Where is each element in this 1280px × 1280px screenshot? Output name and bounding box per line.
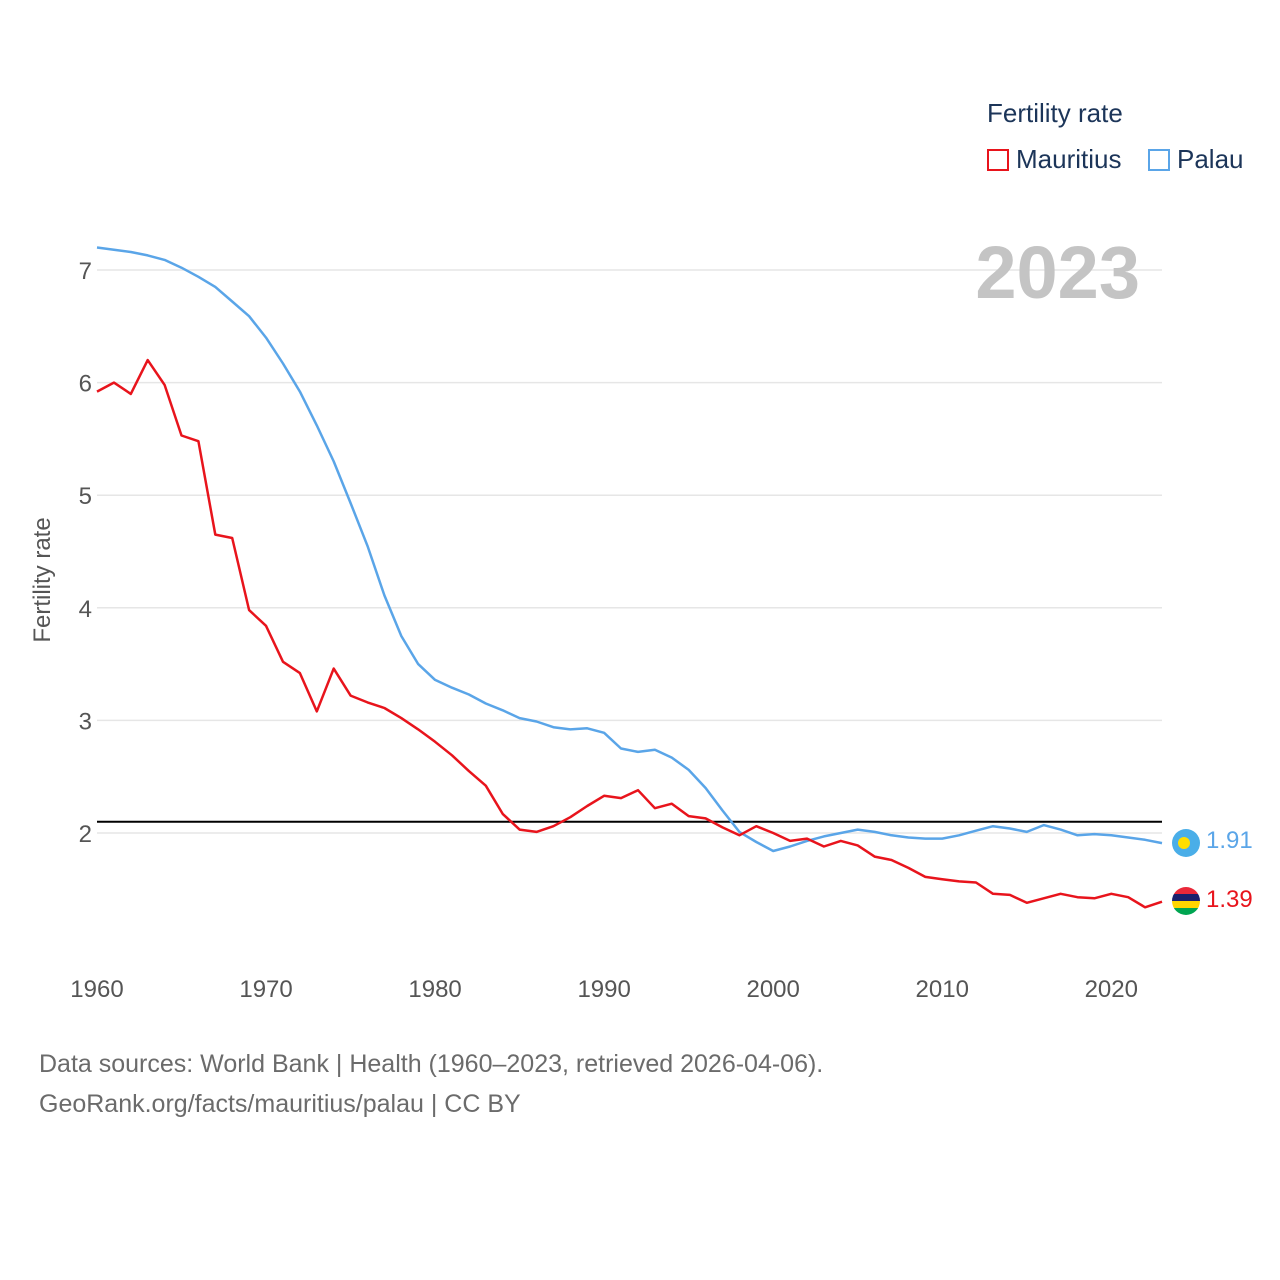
legend-label-palau: Palau xyxy=(1177,144,1244,174)
footer-attribution[interactable]: GeoRank.org/facts/mauritius/palau | CC B… xyxy=(39,1090,521,1118)
footer: Data sources: World Bank | Health (1960–… xyxy=(39,1044,823,1124)
y-axis: 2 3 4 5 6 7 xyxy=(79,258,92,848)
grid-lines xyxy=(97,269,1162,834)
y-tick-label: 4 xyxy=(79,596,92,623)
y-tick-label: 3 xyxy=(79,708,92,735)
palau-end-value: 1.91 xyxy=(1206,827,1253,854)
x-tick-label: 2020 xyxy=(1085,976,1138,1003)
series-line-mauritius[interactable] xyxy=(96,358,1163,909)
line-chart: 2 3 4 5 6 7 1960 1970 1980 1990 2000 2010 2020 2023… xyxy=(29,231,1253,1003)
y-tick-label: 7 xyxy=(79,258,92,285)
legend-item-palau[interactable]: Palau xyxy=(1148,144,1244,175)
legend-swatch-palau xyxy=(1148,148,1170,171)
legend-item-mauritius[interactable]: Mauritius xyxy=(987,144,1121,175)
legend-title: Fertility rate xyxy=(987,98,1123,128)
x-tick-label: 1980 xyxy=(408,976,461,1003)
x-tick-label: 1990 xyxy=(577,976,630,1003)
y-tick-label: 6 xyxy=(79,371,92,398)
x-axis: 1960 1970 1980 1990 2000 2010 2020 xyxy=(70,976,1138,1003)
footer-sources: Data sources: World Bank | Health (1960–… xyxy=(39,1050,824,1078)
mauritius-flag-icon xyxy=(1172,887,1200,915)
y-tick-label: 5 xyxy=(79,483,92,510)
year-label: 2023 xyxy=(975,231,1140,314)
legend: Fertility rate Mauritius Palau xyxy=(987,98,1244,174)
x-tick-label: 1970 xyxy=(239,976,292,1003)
series-line-palau[interactable] xyxy=(96,246,1163,853)
series-lines xyxy=(96,246,1163,909)
y-axis-title: Fertility rate xyxy=(29,517,56,642)
legend-label-mauritius: Mauritius xyxy=(1016,144,1122,174)
legend-swatch-mauritius xyxy=(987,148,1009,171)
x-tick-label: 2000 xyxy=(746,976,799,1003)
x-tick-label: 1960 xyxy=(70,976,123,1003)
y-tick-label: 2 xyxy=(79,821,92,848)
palau-flag-icon xyxy=(1172,829,1200,857)
x-tick-label: 2010 xyxy=(916,976,969,1003)
mauritius-end-value: 1.39 xyxy=(1206,886,1253,913)
